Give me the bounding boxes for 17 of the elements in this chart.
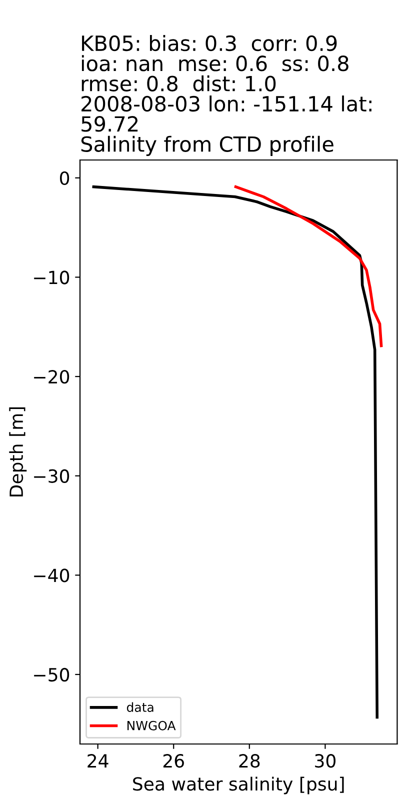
x-tick-label: 24 [88,754,108,768]
y-tick-label: 0 [60,171,70,185]
x-axis-title: Sea water salinity [psu] [133,776,344,794]
legend-label: data [126,702,154,712]
y-tick-label: −10 [34,270,70,284]
x-tick-label: 30 [315,754,336,768]
line-series [234,185,383,348]
y-tick-label: −30 [34,469,70,483]
y-tick-label: −50 [34,668,70,682]
legend-label: NWGOA [127,720,176,730]
chart-title: KB05: bias: 0.3 corr: 0.9 ioa: nan mse: 0.6 ss: 0.8 rmse: 0.8 dist: 1.0 2008-08-03 lon: -151.14 lat: 59.72 Salinity from CTD profile [81,35,372,156]
x-tick-label: 26 [163,754,184,768]
y-axis-title: Depth [m] [9,407,27,496]
line-series [92,185,379,719]
y-tick-label: −20 [34,370,70,384]
y-tick-label: −40 [34,568,70,582]
x-tick-label: 28 [239,754,260,768]
